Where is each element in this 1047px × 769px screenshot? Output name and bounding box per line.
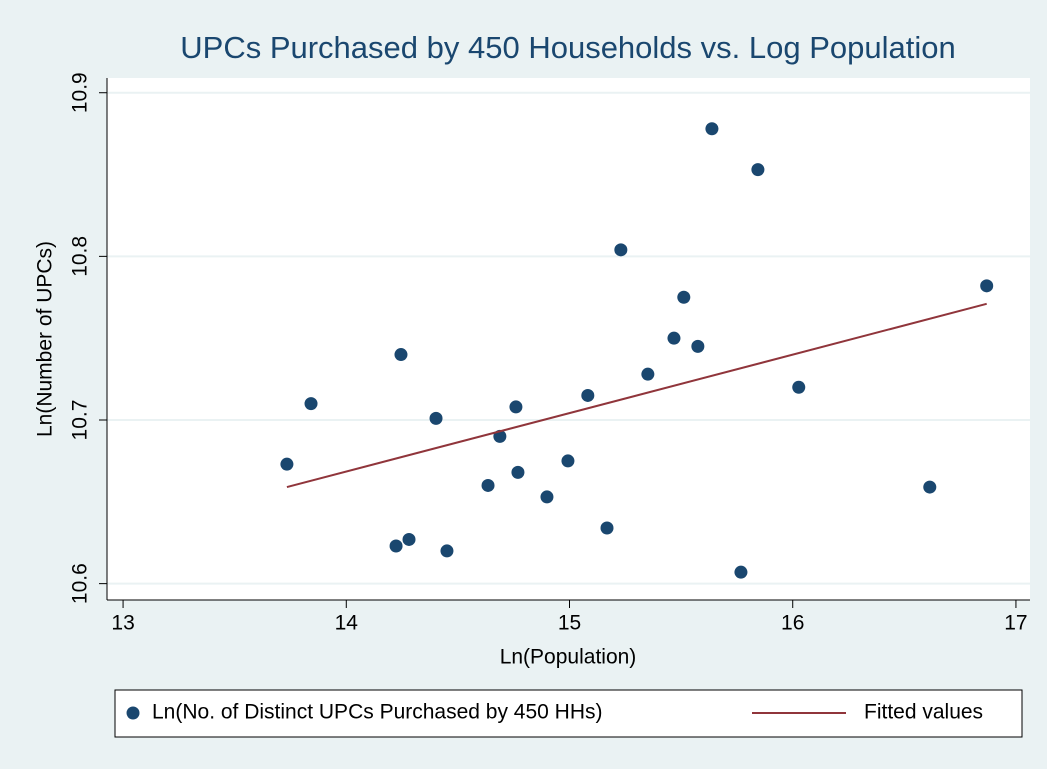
point <box>481 478 495 492</box>
chart-title: UPCs Purchased by 450 Households vs. Log… <box>180 30 955 65</box>
point <box>561 454 575 468</box>
point <box>980 279 994 293</box>
point <box>792 380 806 394</box>
point <box>540 490 554 504</box>
point <box>614 243 628 257</box>
point <box>751 163 765 177</box>
point <box>691 339 705 353</box>
x-tick-label: 14 <box>335 612 359 635</box>
legend-label: Ln(No. of Distinct UPCs Purchased by 450… <box>152 701 603 724</box>
point <box>394 348 408 362</box>
point <box>641 367 655 381</box>
plot-area <box>107 78 1030 600</box>
point <box>667 331 681 345</box>
legend-box <box>114 689 1023 738</box>
x-axis-label: Ln(Population) <box>500 646 637 669</box>
x-tick-label: 13 <box>111 612 134 635</box>
point <box>440 544 454 558</box>
point <box>677 290 691 304</box>
point <box>511 465 525 479</box>
point <box>923 480 937 494</box>
point <box>705 122 719 136</box>
y-tick-label: 10.7 <box>69 400 92 441</box>
point <box>304 397 318 411</box>
y-tick-label: 10.9 <box>69 72 92 113</box>
legend-marker <box>126 706 140 720</box>
x-tick-label: 15 <box>558 612 581 635</box>
y-tick-label: 10.6 <box>69 563 92 604</box>
point <box>581 388 595 402</box>
y-tick-label: 10.8 <box>69 236 92 277</box>
fitted-line <box>286 302 987 489</box>
y-axis-label: Ln(Number of UPCs) <box>34 241 57 437</box>
point <box>280 457 294 471</box>
x-tick-label: 16 <box>781 612 804 635</box>
point <box>600 521 614 535</box>
point <box>389 539 403 553</box>
point <box>734 565 748 579</box>
point <box>509 400 523 414</box>
x-tick-label: 17 <box>1004 612 1027 635</box>
legend-label: Fitted values <box>864 701 983 724</box>
point <box>402 532 416 546</box>
point <box>429 411 443 425</box>
